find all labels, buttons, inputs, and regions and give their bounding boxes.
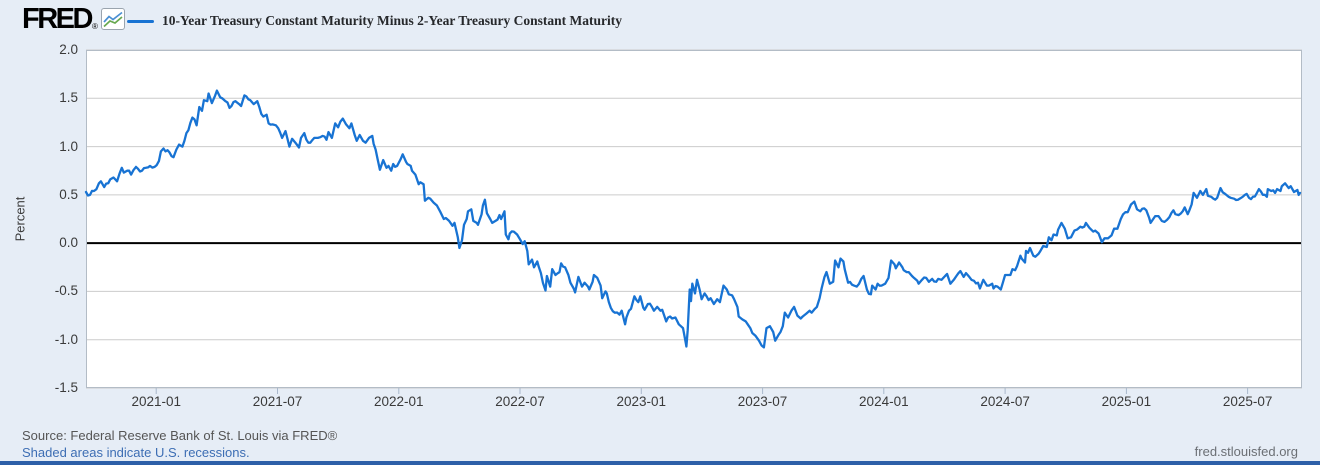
fred-logo-registered-mark: ® [91,22,98,31]
recessions-link[interactable]: Shaded areas indicate U.S. recessions. [22,445,250,460]
y-tick-label: 1.0 [59,138,78,154]
y-axis-title: Percent [12,196,28,242]
plot-area-background [86,50,1302,388]
fred-logo-text: FRED [22,2,93,35]
x-tick-label: 2021-07 [252,394,303,409]
legend-line-swatch [127,19,154,23]
source-block: Source: Federal Reserve Bank of St. Loui… [22,427,337,461]
y-tick-label: 0.5 [59,186,78,202]
y-tick-label: 1.5 [59,90,78,106]
legend-series-label: 10-Year Treasury Constant Maturity Minus… [162,13,622,28]
x-tick-label: 2022-07 [495,394,545,409]
fred-logo[interactable]: FRED ® [22,2,125,36]
footer-accent-bar [0,461,1320,465]
x-tick-label: 2025-01 [1101,394,1152,409]
x-tick-label: 2025-07 [1222,394,1273,409]
y-tick-label: -1.0 [54,331,78,347]
fred-logo-line-chart-icon [100,8,125,30]
x-tick-label: 2023-01 [616,394,667,409]
series-line [84,89,1302,349]
chart-legend: 10-Year Treasury Constant Maturity Minus… [127,13,622,29]
y-tick-label: -1.5 [54,380,78,395]
fred-site-link[interactable]: fred.stlouisfed.org [1194,444,1298,459]
plot-border [86,50,1302,388]
y-tick-label: 2.0 [59,42,78,57]
x-tick-label: 2022-01 [373,394,424,409]
y-tick-label: -0.5 [54,283,78,299]
y-tick-label: 0.0 [59,235,78,251]
x-tick-label: 2024-01 [859,394,909,409]
x-tick-label: 2021-01 [131,394,181,409]
x-tick-label: 2023-07 [737,394,788,409]
x-tick-label: 2024-07 [980,394,1030,409]
source-text: Source: Federal Reserve Bank of St. Loui… [22,428,338,443]
